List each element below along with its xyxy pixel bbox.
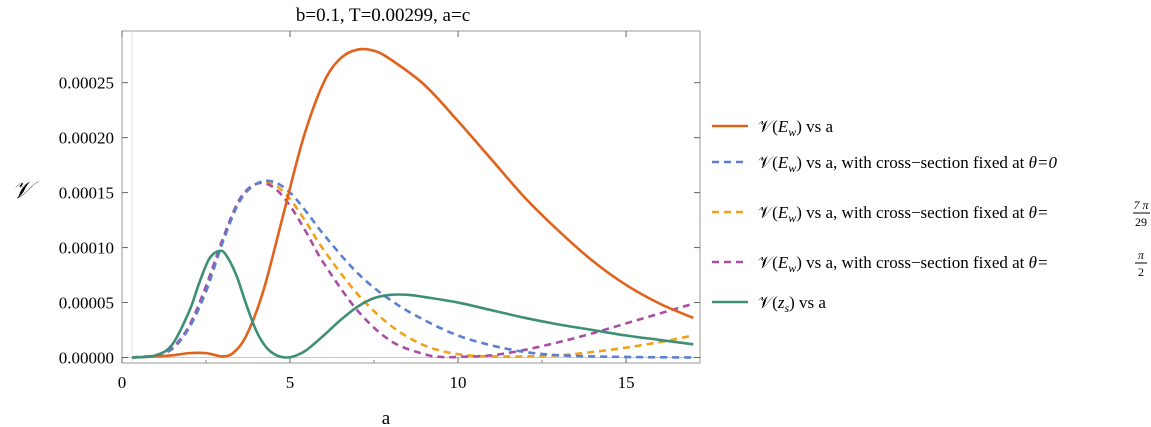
- y-tick-label: 0.00025: [59, 74, 114, 93]
- legend-item-4: 𝒱(zs) vs a: [712, 293, 826, 315]
- legend-label-1: 𝒱(Ew) vs a, with cross−section fixed at …: [758, 153, 1057, 175]
- legend: 𝒱(Ew) vs a 𝒱(Ew) vs a, with cross−sectio…: [712, 117, 1150, 315]
- series-curves: [131, 47, 694, 359]
- x-tick-label: 10: [450, 373, 467, 392]
- plot-border: [121, 30, 701, 364]
- legend-label-0: 𝒱(Ew) vs a: [758, 117, 834, 139]
- legend-fraction-numerator-2: 7 π: [1133, 198, 1149, 212]
- y-tick-label: 0.00020: [59, 129, 114, 148]
- legend-item-2: 𝒱(Ew) vs a, with cross−section fixed at …: [712, 198, 1150, 229]
- series-line-4: [131, 249, 694, 359]
- y-tick-label: 0.00000: [59, 349, 114, 368]
- chart-title: b=0.1, T=0.00299, a=c: [296, 5, 470, 26]
- legend-item-3: 𝒱(Ew) vs a, with cross−section fixed at …: [712, 248, 1147, 279]
- legend-label-2: 𝒱(Ew) vs a, with cross−section fixed at …: [758, 203, 1048, 225]
- legend-fraction-denominator-2: 29: [1135, 215, 1147, 229]
- x-tick-label: 5: [286, 373, 295, 392]
- y-axis-label: 𝒱: [12, 178, 40, 204]
- legend-item-1: 𝒱(Ew) vs a, with cross−section fixed at …: [712, 153, 1057, 175]
- x-tick-label: 0: [118, 373, 127, 392]
- x-tick-label: 15: [618, 373, 635, 392]
- series-line-0: [132, 47, 694, 359]
- plot-frame: [121, 30, 701, 364]
- legend-label-3: 𝒱(Ew) vs a, with cross−section fixed at …: [758, 253, 1048, 275]
- y-tick-label: 0.00015: [59, 184, 114, 203]
- axis-ticks: 0 5 10 15 0.00000 0.00005 0.00010 0.00015 0.0002…: [59, 31, 700, 392]
- series-line-2: [131, 180, 694, 359]
- legend-label-4: 𝒱(zs) vs a: [758, 293, 826, 315]
- legend-item-0: 𝒱(Ew) vs a: [712, 117, 834, 139]
- y-tick-label: 0.00005: [59, 294, 114, 313]
- legend-fraction-denominator-3: 2: [1138, 265, 1144, 279]
- y-tick-label: 0.00010: [59, 239, 114, 258]
- series-line-3: [131, 181, 694, 359]
- series-line-1: [131, 179, 694, 359]
- legend-fraction-numerator-3: π: [1138, 248, 1145, 262]
- x-axis-label: a: [382, 408, 391, 427]
